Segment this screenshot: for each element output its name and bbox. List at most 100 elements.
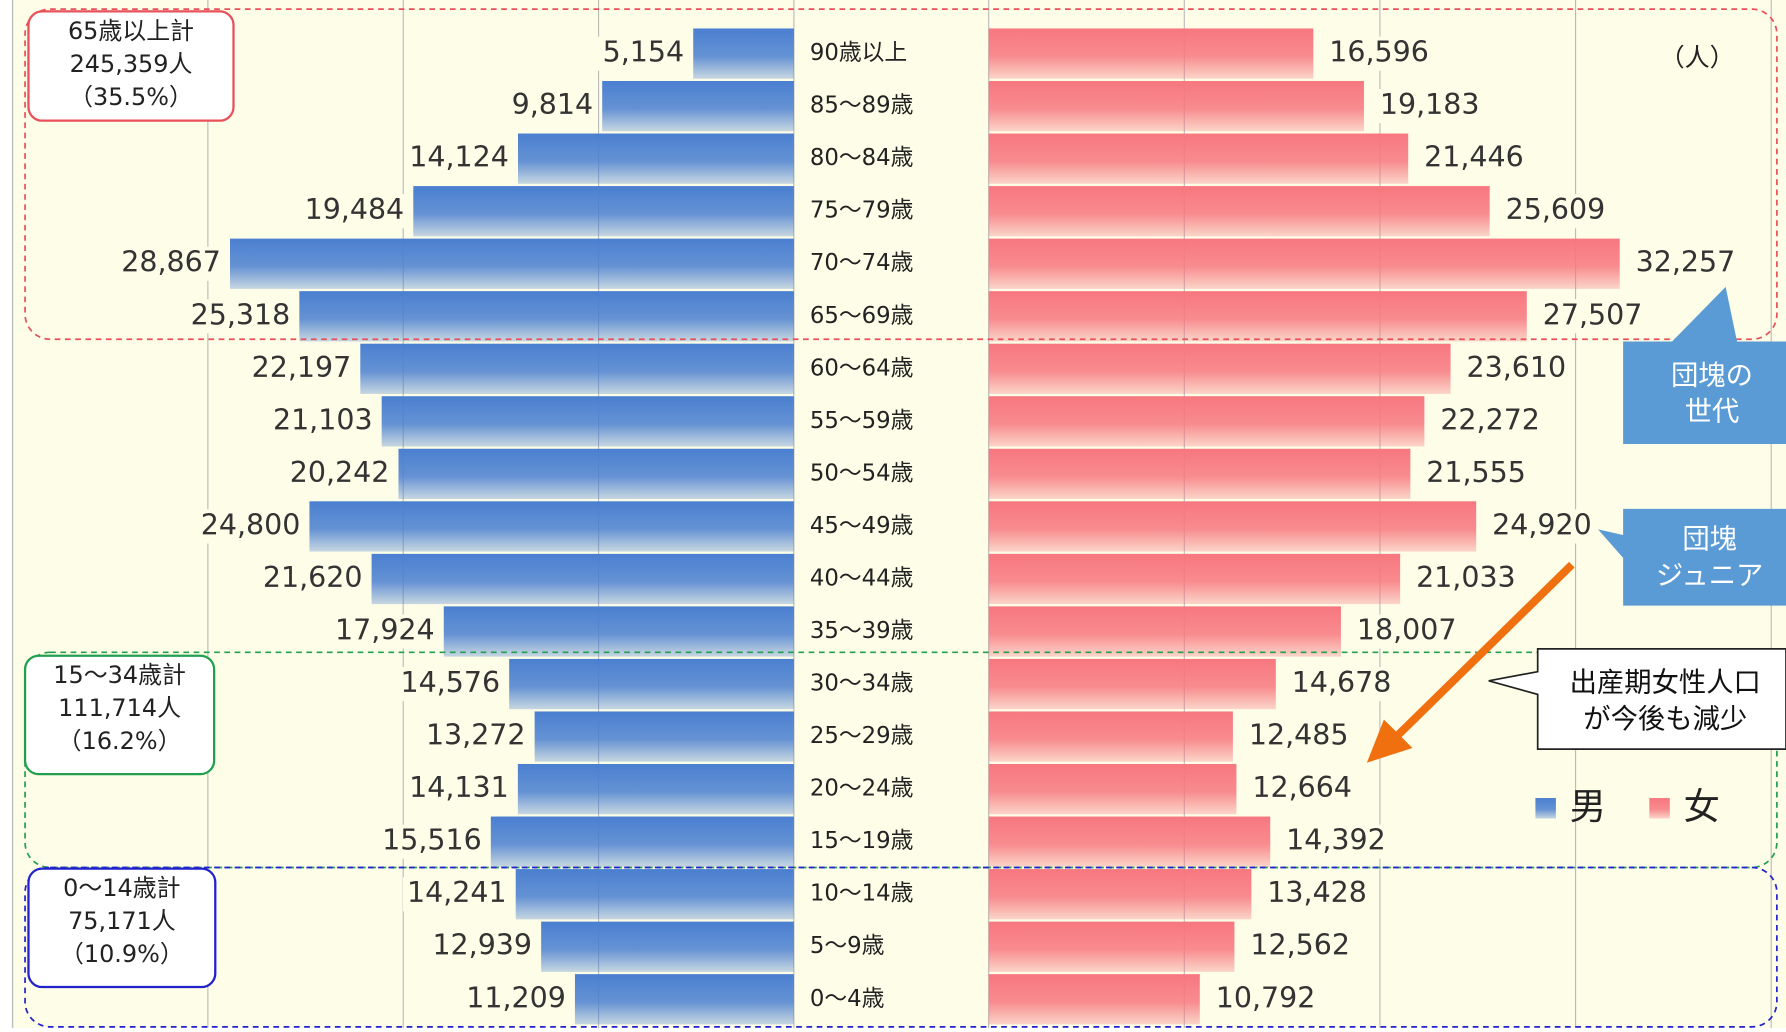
bar: [988, 238, 1620, 289]
bar: [988, 763, 1237, 815]
bar: [541, 921, 794, 972]
category-label: 10～14歳: [810, 881, 913, 907]
label-bg: [1428, 404, 1538, 439]
value-label: 15,516: [382, 824, 482, 857]
group-box: [27, 867, 217, 989]
group-box: [23, 654, 216, 776]
value-label: 21,103: [273, 403, 373, 436]
label-bg: [1274, 824, 1383, 859]
category-label: 35～39歳: [810, 618, 913, 644]
value-label: 12,562: [1250, 929, 1350, 962]
value-label: 18,007: [1357, 614, 1457, 647]
value-label: 16,596: [1329, 36, 1429, 69]
callout-box: [1598, 508, 1786, 606]
group-box: [27, 10, 235, 122]
group-outline: [24, 8, 1778, 341]
label-bg: [405, 141, 514, 176]
bar: [230, 238, 794, 289]
label-bg: [596, 36, 689, 71]
callout-box: [1623, 286, 1786, 444]
category-label: 65～69歳: [810, 303, 913, 329]
group-label: 65歳以上計: [68, 17, 194, 45]
bar: [988, 28, 1314, 79]
category-label: 20～24歳: [810, 776, 913, 802]
legend-label: 男: [1570, 785, 1606, 828]
label-bg: [505, 89, 598, 124]
category-label: 15～19歳: [810, 828, 913, 854]
bar: [534, 711, 794, 762]
category-label: 0～4歳: [810, 986, 885, 1012]
category-label: 55～59歳: [810, 408, 913, 434]
value-label: 14,392: [1286, 824, 1386, 857]
label-bg: [421, 719, 531, 754]
category-label: 50～54歳: [810, 460, 913, 486]
value-label: 21,446: [1424, 141, 1524, 174]
value-label: 12,485: [1249, 719, 1349, 752]
bar: [574, 974, 794, 1025]
category-label: 80～84歳: [810, 145, 913, 171]
unit-label: （人）: [1660, 43, 1735, 72]
value-label: 19,484: [305, 193, 405, 226]
arrow: [1392, 561, 1575, 741]
value-label: 14,576: [400, 666, 500, 699]
group-label: 15～34歳計: [53, 661, 186, 689]
label-bg: [1494, 194, 1603, 229]
legend-swatch: [1649, 798, 1670, 819]
bar: [988, 869, 1252, 920]
bar: [988, 186, 1490, 237]
category-label: 90歳以上: [810, 40, 907, 66]
label-bg: [300, 194, 409, 229]
category-label: 25～29歳: [810, 723, 913, 749]
group-label: （35.5%）: [69, 83, 193, 111]
bar: [988, 396, 1425, 447]
callout-text: 出産期女性人口: [1570, 668, 1761, 699]
value-label: 21,555: [1426, 456, 1526, 489]
callout-text: 団塊の: [1671, 360, 1753, 391]
label-bg: [1455, 351, 1564, 386]
value-label: 14,131: [409, 771, 509, 804]
bar: [988, 448, 1411, 500]
label-bg: [1280, 666, 1389, 702]
callout-text: 団塊: [1682, 524, 1737, 555]
value-label: 21,033: [1416, 561, 1516, 594]
value-label: 10,792: [1216, 981, 1316, 1014]
group-label: 75,171人: [68, 907, 176, 935]
group-label: （16.2%）: [58, 727, 182, 755]
value-label: 19,183: [1380, 88, 1480, 121]
bar: [515, 869, 794, 920]
group-outline: [24, 651, 1778, 869]
bar: [988, 974, 1200, 1025]
category-label: 5～9歳: [810, 933, 885, 959]
label-bg: [247, 351, 356, 386]
label-bg: [258, 561, 368, 597]
group-label: 111,714人: [58, 694, 181, 722]
value-label: 28,867: [121, 246, 221, 279]
value-label: 27,507: [1543, 298, 1643, 331]
bar: [602, 80, 794, 132]
bar: [988, 80, 1364, 132]
category-label: 70～74歳: [810, 250, 913, 276]
value-label: 25,318: [191, 298, 291, 331]
bar: [517, 763, 794, 815]
legend-label: 女: [1683, 785, 1719, 828]
category-label: 75～79歳: [810, 198, 913, 224]
callout-box: [1488, 648, 1786, 750]
value-label: 23,610: [1467, 351, 1567, 384]
label-bg: [1317, 36, 1427, 71]
value-label: 17,924: [335, 614, 435, 647]
label-bg: [1404, 561, 1513, 597]
value-label: 12,664: [1252, 771, 1352, 804]
label-bg: [462, 982, 571, 1017]
value-label: 25,609: [1506, 193, 1606, 226]
label-bg: [405, 772, 514, 807]
label-bg: [1624, 246, 1733, 281]
label-bg: [396, 666, 505, 702]
value-label: 11,209: [466, 981, 566, 1014]
bar: [988, 658, 1276, 710]
bar: [381, 396, 794, 447]
label-bg: [1237, 719, 1346, 754]
value-label: 21,620: [263, 561, 363, 594]
label-bg: [1238, 929, 1348, 964]
bar: [398, 448, 794, 500]
